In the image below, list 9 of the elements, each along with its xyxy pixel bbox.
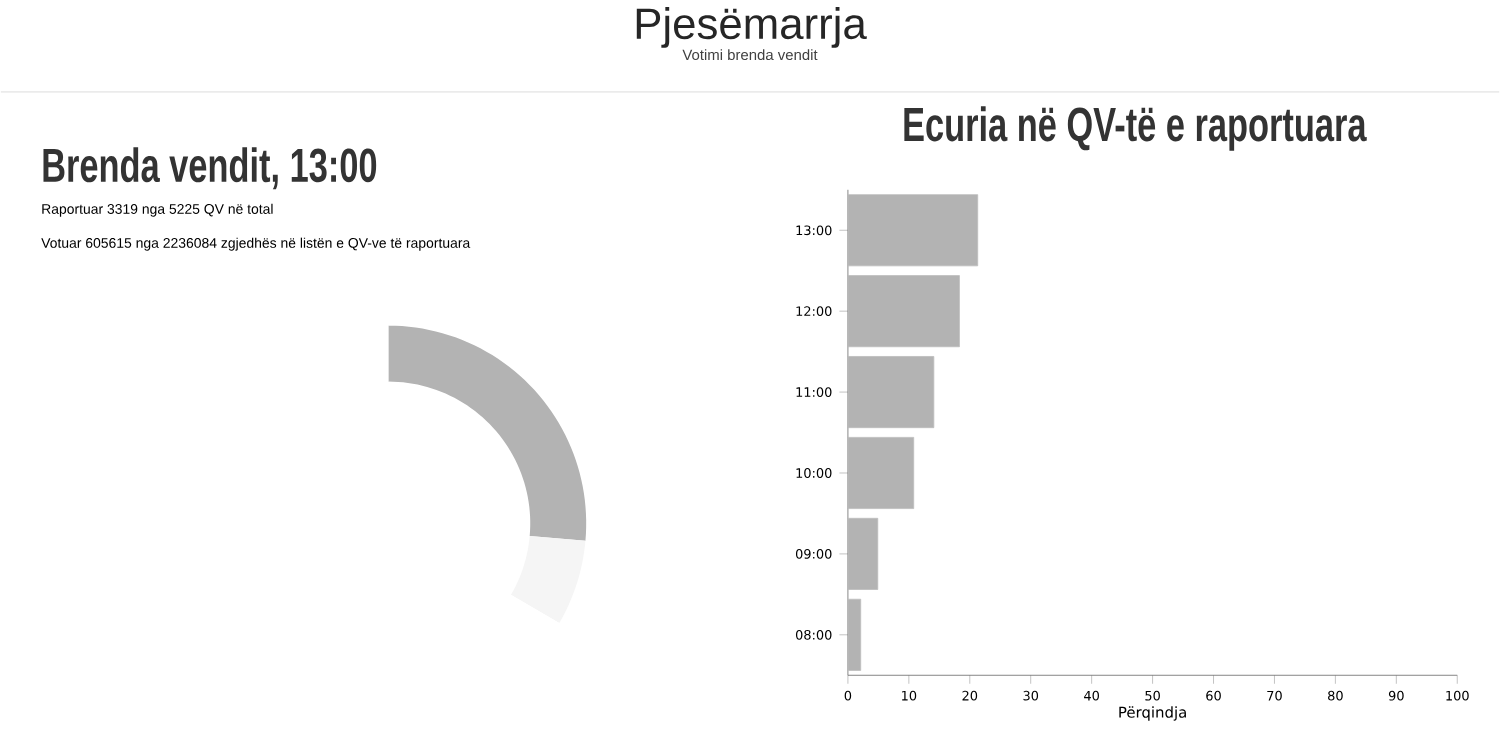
bar: [847, 275, 960, 348]
chart-title: Brenda vendit, 13:00: [43, 147, 377, 190]
bar: [847, 194, 979, 267]
bar: [847, 356, 935, 429]
chart-title: Ecuria në QV-të e raportuara: [904, 106, 1367, 152]
bar: [847, 599, 862, 672]
text: Pjesëmarrja: [636, 7, 867, 49]
bar: [847, 518, 879, 591]
bar: [847, 437, 915, 510]
